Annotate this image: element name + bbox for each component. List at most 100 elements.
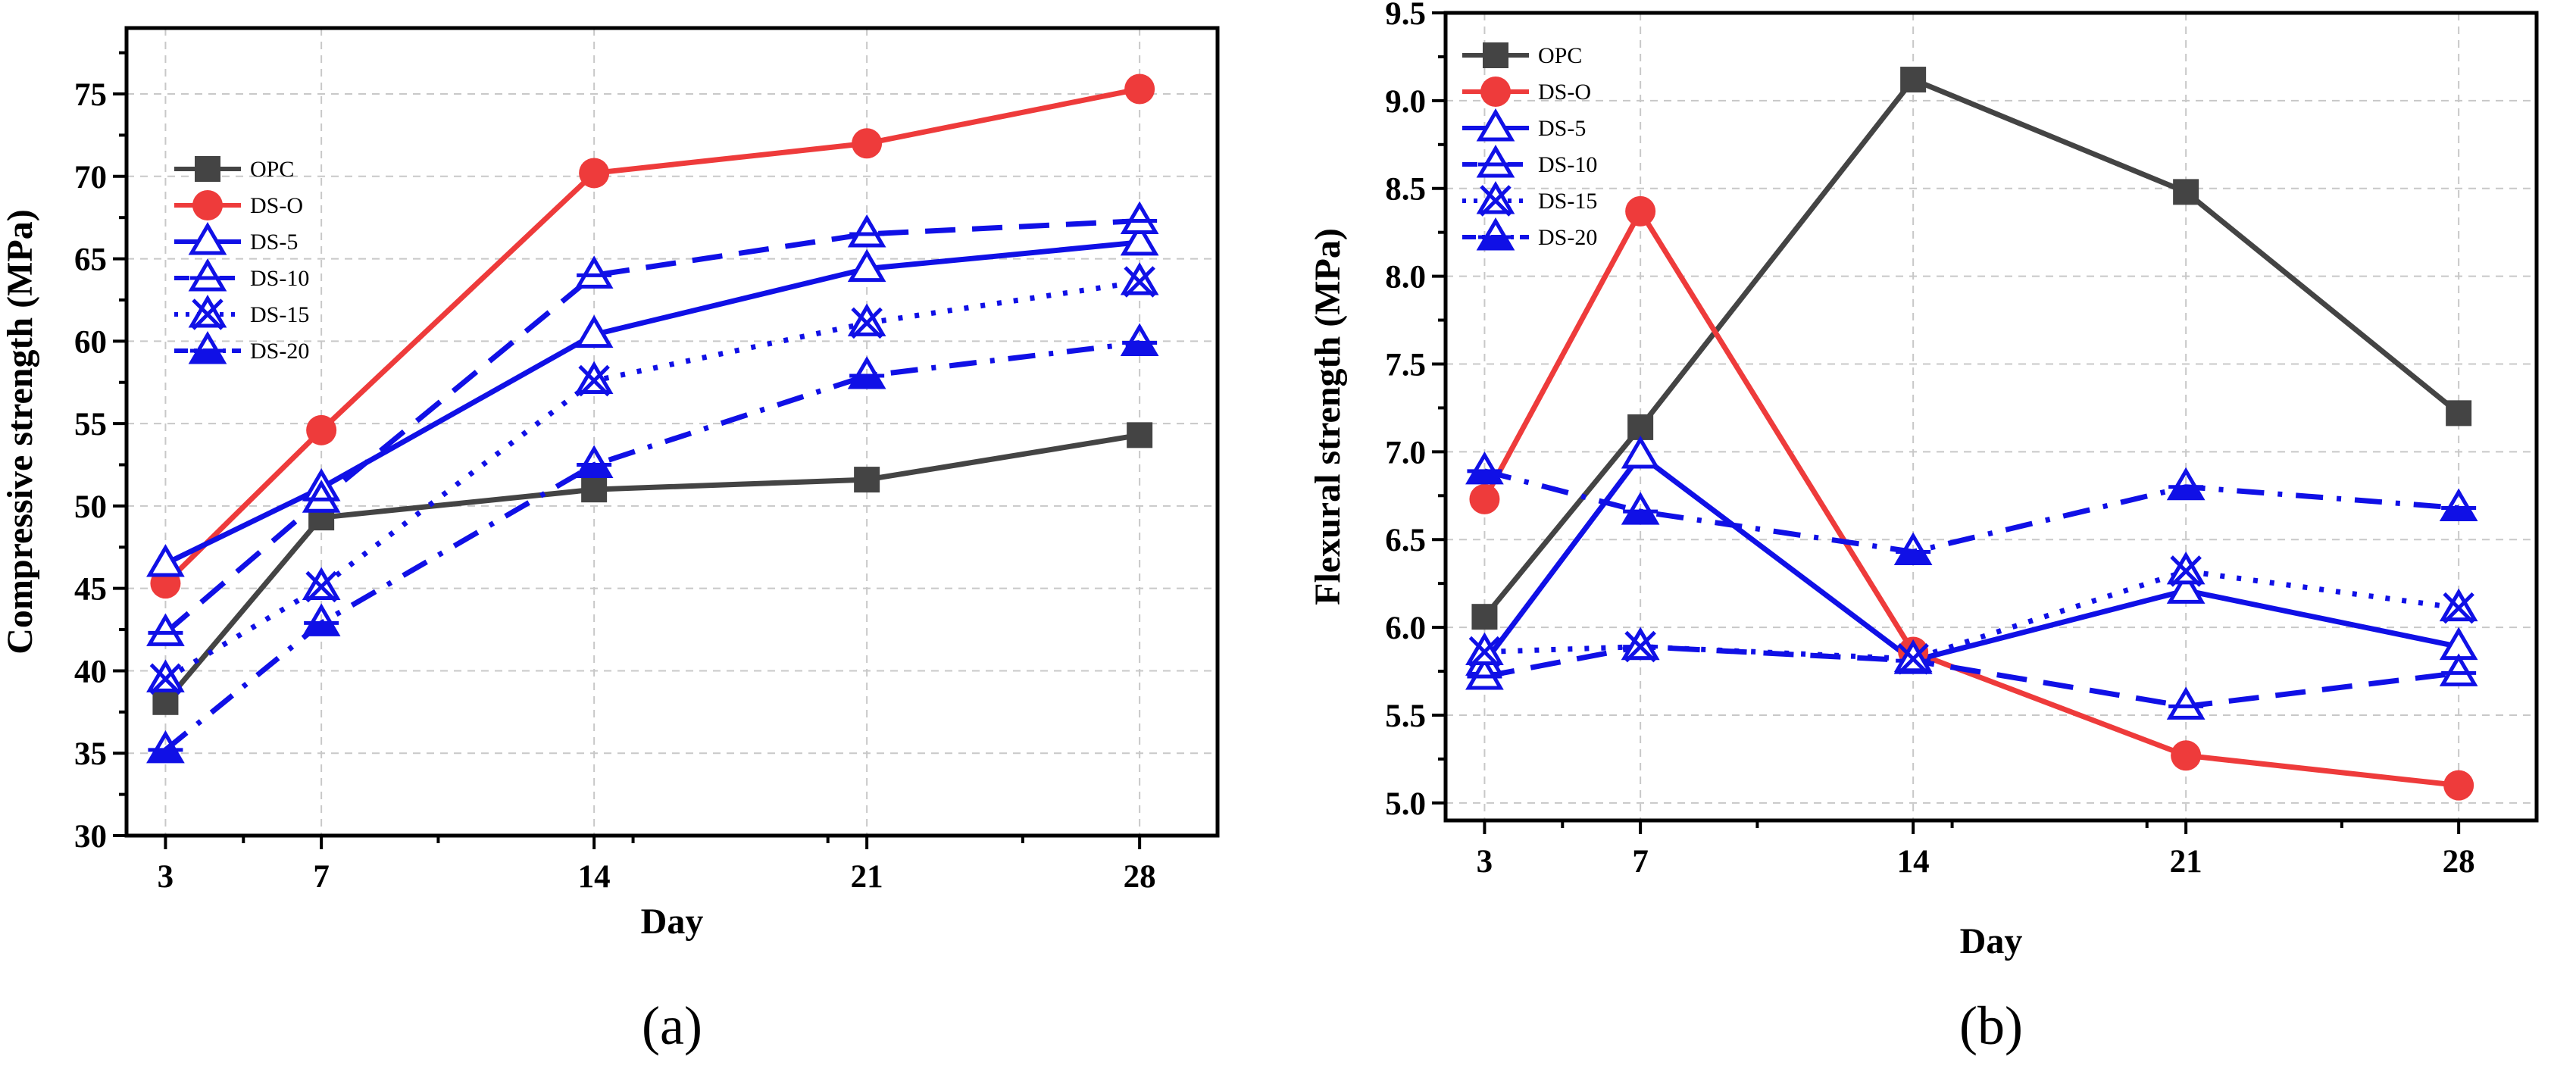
legend-label: DS-15	[250, 302, 309, 327]
x-tick-label: 14	[1897, 844, 1930, 880]
series-line-ds-20	[164, 340, 1140, 752]
flexural-strength-chart: 5.0 5.5 6.0 6.5 7.0 7.5 8.0 8.5 9.0 9.5 3 7 14 21 28 OP…	[1308, 0, 2539, 1056]
data-point-ds-20	[2166, 467, 2206, 501]
gridlines	[127, 28, 1218, 836]
data-point-ds-o	[2443, 770, 2474, 801]
panel-label: (a)	[642, 995, 702, 1056]
x-tick-label: 21	[2170, 844, 2202, 880]
data-point-ds-15	[146, 659, 185, 695]
data-point-opc	[1127, 422, 1153, 448]
legend-item: DS-5	[1462, 108, 1586, 142]
data-point-opc	[581, 477, 608, 503]
x-tick-label: 7	[1632, 844, 1649, 880]
plot-area	[146, 73, 1159, 764]
y-tick-label: 40	[74, 654, 107, 689]
y-tick-label: 70	[74, 160, 107, 195]
y-tick-label: 9.5	[1385, 0, 1426, 32]
y-tick-label: 6.0	[1385, 611, 1426, 646]
legend-item: DS-20	[1462, 217, 1597, 251]
data-point-ds-o	[852, 128, 883, 159]
legend-label: DS-O	[250, 193, 303, 218]
data-point-ds-20	[1621, 492, 1660, 525]
legend-item: DS-O	[1462, 77, 1591, 107]
legend-marker	[1476, 145, 1515, 178]
data-point-ds-15	[2166, 551, 2206, 587]
data-point-ds-15	[847, 303, 886, 339]
legend-label: OPC	[1538, 43, 1582, 68]
y-tick-label: 45	[74, 572, 107, 608]
data-point-ds-10	[1465, 657, 1504, 690]
data-point-ds-15	[2439, 588, 2478, 624]
y-tick-label: 6.5	[1385, 523, 1426, 558]
y-axis-title: Compressive strength (MPa)	[0, 209, 40, 654]
legend: OPC DS-O DS-5 DS-10 DS-15 DS-20	[174, 156, 309, 364]
x-tick-label: 28	[1124, 859, 1156, 895]
legend-item: DS-10	[1462, 145, 1597, 178]
data-point-ds-15	[1465, 632, 1504, 668]
data-point-ds-o	[1625, 195, 1656, 227]
data-point-ds-15	[1893, 639, 1933, 675]
data-point-ds-5	[2166, 570, 2206, 604]
panel-label: (b)	[1959, 995, 2023, 1056]
data-point-opc	[2173, 179, 2199, 205]
y-tick-label: 8.0	[1385, 260, 1426, 295]
series-line-opc	[163, 432, 1140, 705]
y-tick-label: 35	[74, 736, 107, 772]
data-point-ds-10	[574, 255, 614, 289]
data-point-ds-5	[146, 544, 185, 577]
legend-marker	[1480, 77, 1511, 107]
y-tick-label: 8.5	[1385, 172, 1426, 208]
legend-item: DS-15	[174, 295, 309, 330]
data-point-opc	[2446, 400, 2472, 427]
y-tick-label: 5.0	[1385, 786, 1426, 822]
legend-marker	[188, 222, 227, 255]
data-point-ds-20	[847, 356, 886, 389]
data-point-ds-5	[847, 248, 886, 283]
compressive-strength-chart: 30 35 40 45 50 55 60 65 70 75 3 7 14 21 28 OPC DS-O DS-5 D…	[0, 26, 1220, 1056]
data-point-ds-5	[1621, 436, 1660, 469]
legend-marker	[192, 190, 223, 220]
legend-label: DS-5	[250, 230, 298, 255]
legend-label: DS-5	[1538, 116, 1586, 141]
plot-frame	[124, 26, 1220, 838]
legend-item: DS-5	[174, 222, 298, 255]
legend-item: DS-10	[174, 258, 309, 292]
x-tick-label: 3	[158, 859, 174, 895]
y-tick-label: 65	[74, 242, 107, 278]
y-tick-label: 5.5	[1385, 698, 1426, 734]
data-point-ds-o	[579, 158, 610, 189]
x-tick-label: 3	[1477, 844, 1493, 880]
legend-item: DS-15	[1462, 181, 1597, 217]
y-tick-label: 7.0	[1385, 435, 1426, 470]
data-point-ds-15	[1120, 262, 1159, 298]
data-point-opc	[1471, 604, 1498, 630]
legend-marker	[1476, 181, 1515, 217]
series-line-ds-15	[164, 279, 1140, 682]
data-point-ds-15	[302, 567, 341, 603]
x-tick-label: 28	[2443, 844, 2475, 880]
series-line-ds-15	[1484, 568, 2459, 662]
legend-item: OPC	[1462, 42, 1582, 68]
data-point-opc	[152, 689, 179, 715]
legend-marker	[1476, 108, 1515, 142]
data-point-ds-20	[1465, 451, 1504, 485]
y-tick-label: 55	[74, 407, 107, 442]
y-tick-label: 7.5	[1385, 347, 1426, 383]
legend-marker	[188, 295, 227, 330]
y-axis-title: Flexural strength (MPa)	[1308, 228, 1348, 605]
data-point-ds-10	[2439, 653, 2478, 686]
data-point-ds-15	[1621, 627, 1660, 663]
data-point-ds-o	[2171, 740, 2202, 771]
data-point-ds-o	[1124, 73, 1155, 105]
series-line-ds-5	[1482, 452, 2459, 664]
data-point-ds-5	[574, 314, 614, 348]
data-point-ds-10	[302, 480, 341, 513]
plot-area	[1465, 67, 2478, 801]
data-point-opc	[1900, 67, 1927, 93]
data-point-ds-20	[146, 730, 185, 764]
data-point-ds-10	[1120, 201, 1159, 235]
plot-frame	[1443, 11, 2539, 823]
data-point-ds-o	[306, 414, 337, 445]
data-point-ds-20	[574, 445, 614, 479]
